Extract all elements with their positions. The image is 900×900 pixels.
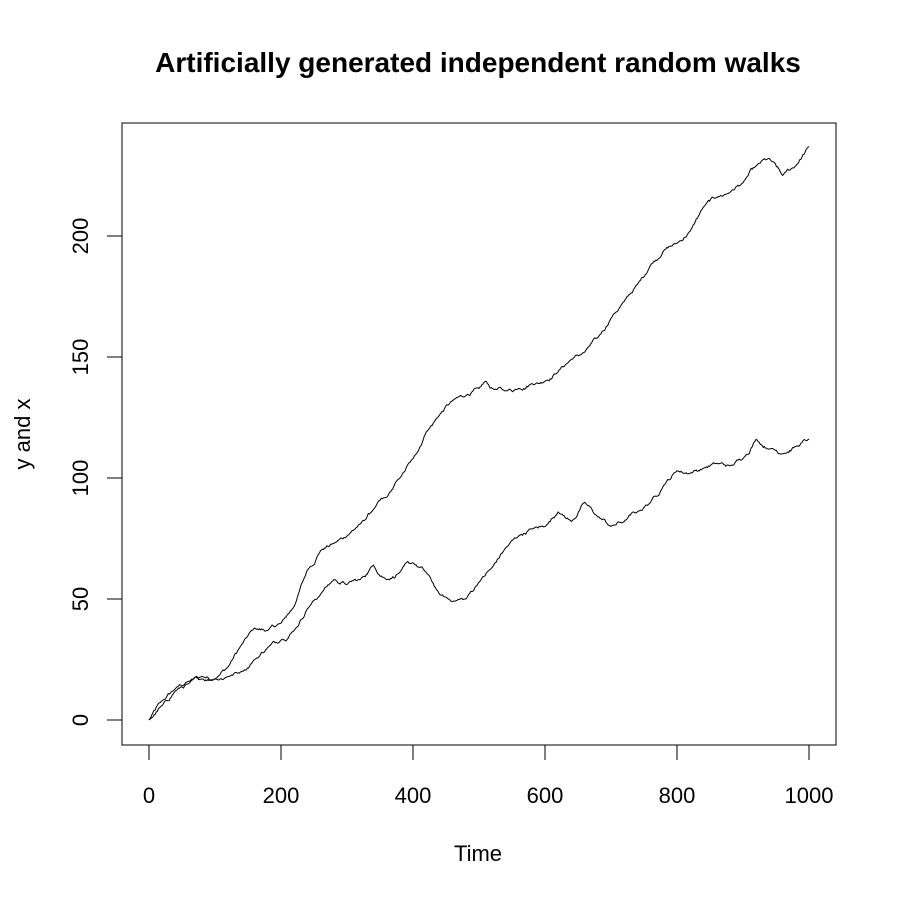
y-tick-label: 200: [68, 218, 93, 255]
series-line-2: [148, 438, 810, 721]
y-axis: 0 50 100 150 200: [68, 218, 123, 726]
x-tick-label: 400: [395, 783, 432, 808]
y-tick-label: 0: [68, 714, 93, 726]
x-tick-label: 0: [143, 783, 155, 808]
x-tick-label: 1000: [785, 783, 834, 808]
x-axis: 0 200 400 600 800 1000: [143, 744, 834, 808]
series-line-1: [148, 146, 810, 721]
x-tick-label: 200: [263, 783, 300, 808]
y-tick-label: 150: [68, 339, 93, 376]
y-axis-label: y and x: [10, 399, 35, 470]
series-layer: [148, 146, 810, 721]
x-tick-label: 600: [527, 783, 564, 808]
x-axis-label: Time: [454, 841, 502, 866]
y-tick-label: 100: [68, 460, 93, 497]
plot-frame: [121, 122, 837, 746]
y-tick-label: 50: [68, 587, 93, 611]
chart-title: Artificially generated independent rando…: [155, 47, 801, 78]
x-tick-label: 800: [659, 783, 696, 808]
